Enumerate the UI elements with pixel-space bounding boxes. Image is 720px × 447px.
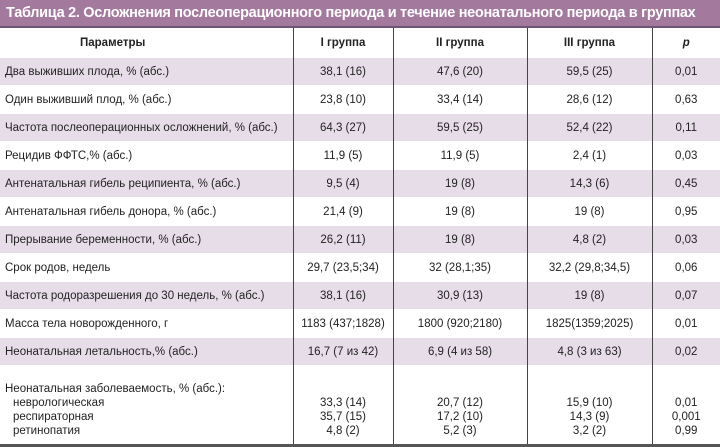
cell-group-3: 59,5 (25) — [527, 58, 652, 86]
cell-parameter: Частота послеоперационных осложнений, % … — [0, 114, 293, 142]
cell-group-1: 33,3 (14)35,7 (15)4,8 (2) — [293, 366, 393, 446]
table-row-morbidity: Неонатальная заболеваемость, % (абс.):не… — [0, 366, 720, 446]
cell-group-3: 19 (8) — [527, 198, 652, 226]
cell-parameter: Неонатальная летальность,% (абс.) — [0, 338, 293, 366]
morbidity-group-1: 4,8 (2) — [294, 424, 393, 438]
cell-group-2: 19 (8) — [393, 198, 527, 226]
table-title: Таблица 2. Осложнения послеоперационного… — [0, 0, 720, 28]
cell-p-value: 0,01 — [652, 310, 720, 338]
header-parameters: Параметры — [0, 28, 293, 58]
table-row: Рецидив ФФТС,% (абс.)11,9 (5)11,9 (5)2,4… — [0, 142, 720, 170]
table-row: Неонатальная летальность,% (абс.)16,7 (7… — [0, 338, 720, 366]
cell-group-2: 33,4 (14) — [393, 86, 527, 114]
cell-group-1: 23,8 (10) — [293, 86, 393, 114]
table-row: Частота послеоперационных осложнений, % … — [0, 114, 720, 142]
morbidity-p-value: 0,001 — [653, 410, 720, 424]
table-row: Антенатальная гибель донора, % (абс.)21,… — [0, 198, 720, 226]
cell-group-2: 47,6 (20) — [393, 58, 527, 86]
table-row: Антенатальная гибель реципиента, % (абс.… — [0, 170, 720, 198]
cell-parameter: Антенатальная гибель донора, % (абс.) — [0, 198, 293, 226]
cell-group-3: 52,4 (22) — [527, 114, 652, 142]
cell-group-2: 20,7 (12)17,2 (10)5,2 (3) — [393, 366, 527, 446]
cell-group-2: 1800 (920;2180) — [393, 310, 527, 338]
header-group-1: I группа — [293, 28, 393, 58]
cell-p-value: 0,45 — [652, 170, 720, 198]
cell-parameter: Прерывание беременности, % (абс.) — [0, 226, 293, 254]
morbidity-p-value: 0,01 — [653, 396, 720, 410]
cell-parameter: Рецидив ФФТС,% (абс.) — [0, 142, 293, 170]
cell-group-2: 19 (8) — [393, 170, 527, 198]
cell-parameter: Два выживших плода, % (абс.) — [0, 58, 293, 86]
cell-group-3: 14,3 (6) — [527, 170, 652, 198]
cell-group-3: 2,4 (1) — [527, 142, 652, 170]
header-group-2: II группа — [393, 28, 527, 58]
cell-group-3: 28,6 (12) — [527, 86, 652, 114]
header-p: p — [652, 28, 720, 58]
cell-group-1: 26,2 (11) — [293, 226, 393, 254]
morbidity-parameter: неврологическая — [5, 396, 293, 410]
cell-parameter: Срок родов, недель — [0, 254, 293, 282]
morbidity-group-3: 3,2 (2) — [528, 424, 652, 438]
cell-group-3: 32,2 (29,8;34,5) — [527, 254, 652, 282]
morbidity-label: Неонатальная заболеваемость, % (абс.): — [5, 382, 293, 396]
header-row: Параметры I группа II группа III группа … — [0, 28, 720, 58]
cell-parameter: Один выживший плод, % (абс.) — [0, 86, 293, 114]
morbidity-group-2: 5,2 (3) — [394, 424, 527, 438]
morbidity-group-2: 20,7 (12) — [394, 396, 527, 410]
cell-parameter: Антенатальная гибель реципиента, % (абс.… — [0, 170, 293, 198]
table-row: Частота родоразрешения до 30 недель, % (… — [0, 282, 720, 310]
cell-group-3: 4,8 (3 из 63) — [527, 338, 652, 366]
cell-p-value: 0,03 — [652, 226, 720, 254]
morbidity-group-1: 33,3 (14) — [294, 396, 393, 410]
cell-p-value: 0,11 — [652, 114, 720, 142]
cell-group-3: 19 (8) — [527, 282, 652, 310]
cell-group-2: 11,9 (5) — [393, 142, 527, 170]
cell-group-1: 11,9 (5) — [293, 142, 393, 170]
cell-p-value: 0,95 — [652, 198, 720, 226]
cell-group-1: 38,1 (16) — [293, 58, 393, 86]
cell-p-value: 0,06 — [652, 254, 720, 282]
complications-table: Параметры I группа II группа III группа … — [0, 28, 720, 447]
cell-group-1: 16,7 (7 из 42) — [293, 338, 393, 366]
morbidity-parameter: респираторная — [5, 410, 293, 424]
cell-parameter: Масса тела новорожденного, г — [0, 310, 293, 338]
cell-group-2: 19 (8) — [393, 226, 527, 254]
cell-p-value: 0,03 — [652, 142, 720, 170]
cell-group-2: 32 (28,1;35) — [393, 254, 527, 282]
cell-group-1: 1183 (437;1828) — [293, 310, 393, 338]
cell-group-1: 64,3 (27) — [293, 114, 393, 142]
morbidity-group-1: 35,7 (15) — [294, 410, 393, 424]
cell-p-value: 0,63 — [652, 86, 720, 114]
cell-p-value: 0,07 — [652, 282, 720, 310]
cell-group-2: 6,9 (4 из 58) — [393, 338, 527, 366]
cell-group-1: 38,1 (16) — [293, 282, 393, 310]
cell-group-2: 30,9 (13) — [393, 282, 527, 310]
cell-parameter: Частота родоразрешения до 30 недель, % (… — [0, 282, 293, 310]
cell-group-3: 1825(1359;2025) — [527, 310, 652, 338]
morbidity-group-3: 15,9 (10) — [528, 396, 652, 410]
table-row: Один выживший плод, % (абс.)23,8 (10)33,… — [0, 86, 720, 114]
morbidity-group-2: 17,2 (10) — [394, 410, 527, 424]
cell-group-3: 4,8 (2) — [527, 226, 652, 254]
morbidity-parameter: ретинопатия — [5, 424, 293, 438]
morbidity-group-3: 14,3 (9) — [528, 410, 652, 424]
cell-parameter: Неонатальная заболеваемость, % (абс.):не… — [0, 366, 293, 446]
header-group-3: III группа — [527, 28, 652, 58]
cell-p-value: 0,02 — [652, 338, 720, 366]
table-row: Два выживших плода, % (абс.)38,1 (16)47,… — [0, 58, 720, 86]
cell-group-1: 21,4 (9) — [293, 198, 393, 226]
cell-p-value: 0,01 — [652, 58, 720, 86]
table-row: Прерывание беременности, % (абс.)26,2 (1… — [0, 226, 720, 254]
cell-group-1: 29,7 (23,5;34) — [293, 254, 393, 282]
morbidity-p-value: 0,99 — [653, 424, 720, 438]
cell-group-1: 9,5 (4) — [293, 170, 393, 198]
cell-group-2: 59,5 (25) — [393, 114, 527, 142]
cell-group-3: 15,9 (10)14,3 (9)3,2 (2) — [527, 366, 652, 446]
